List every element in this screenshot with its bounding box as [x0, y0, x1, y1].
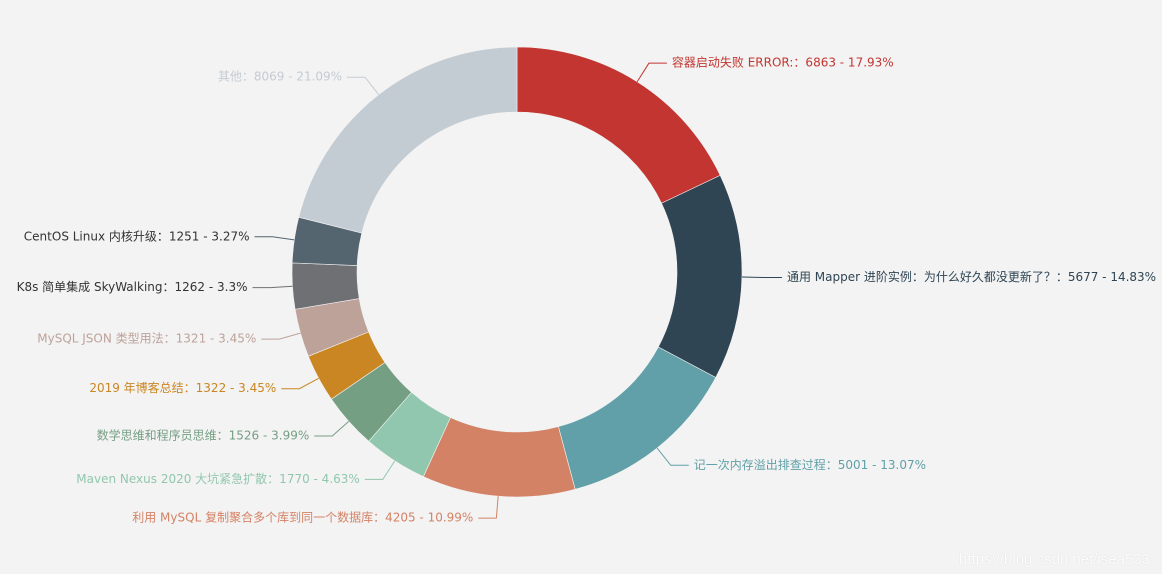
label-line-10	[347, 76, 380, 95]
label-line-9	[254, 236, 295, 241]
slice-label-5: 数学思维和程序员思维：1526 - 3.99%	[97, 427, 310, 442]
label-line-8	[252, 285, 293, 289]
slice-label-7: MySQL JSON 类型用法：1321 - 3.45%	[37, 332, 256, 346]
slice-label-0: 容器启动失败 ERROR:：6863 - 17.93%	[672, 55, 894, 70]
slice-label-3: 利用 MySQL 复制聚合多个库到同一个数据库：4205 - 10.99%	[132, 510, 473, 525]
slice-0[interactable]	[516, 46, 721, 204]
slice-label-6: 2019 年博客总结：1322 - 3.45%	[89, 380, 276, 395]
slice-3[interactable]	[423, 417, 576, 498]
slice-1[interactable]	[657, 174, 743, 378]
label-line-4	[364, 460, 396, 480]
slice-label-2: 记一次内存溢出排查过程：5001 - 13.07%	[694, 457, 926, 472]
slice-2[interactable]	[557, 346, 717, 490]
label-line-7	[261, 332, 301, 340]
label-line-6	[281, 377, 319, 390]
label-line-3	[478, 496, 499, 519]
slice-label-9: CentOS Linux 内核升级：1251 - 3.27%	[24, 229, 250, 243]
slice-label-8: K8s 简单集成 SkyWalking：1262 - 3.3%	[17, 279, 248, 294]
slice-10[interactable]	[298, 46, 518, 234]
slice-label-10: 其他：8069 - 21.09%	[218, 70, 342, 84]
label-line-5	[314, 420, 350, 437]
slice-label-1: 通用 Mapper 进阶实例：为什么好久都没更新了？：5677 - 14.83%	[787, 269, 1156, 284]
slice-label-4: Maven Nexus 2020 大坑紧急扩散：1770 - 4.63%	[76, 471, 360, 486]
watermark-text: https://blog.csdn.net/isea533	[959, 551, 1150, 568]
label-line-2	[656, 447, 689, 466]
label-line-0	[636, 62, 667, 83]
